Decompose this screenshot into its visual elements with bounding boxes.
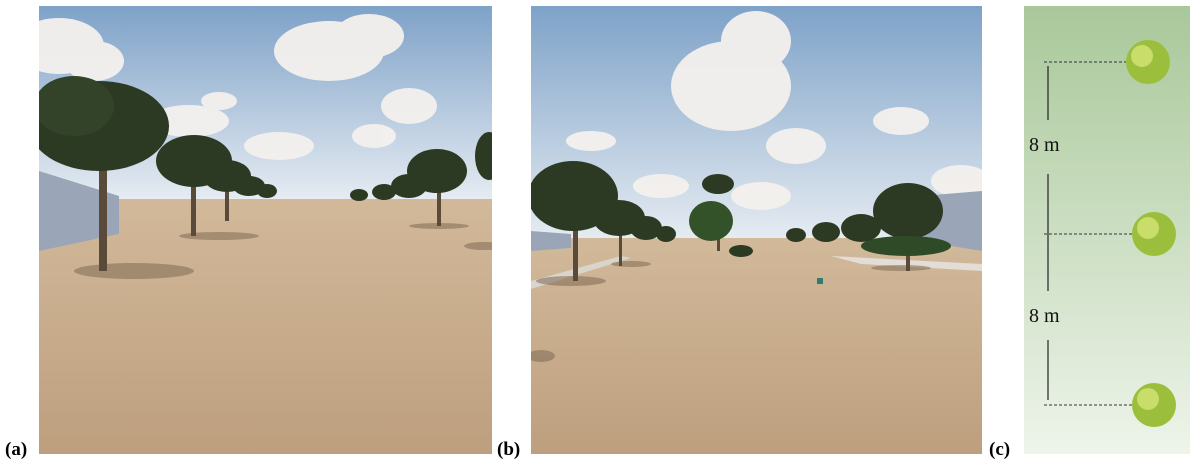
shrub-bottom: [1132, 383, 1176, 427]
panel-label-b: (b): [497, 439, 521, 460]
shadows: [531, 261, 931, 362]
shrub-middle: [1132, 212, 1176, 256]
spacing-label-lower: 8 m: [1029, 305, 1060, 327]
render-b-scene: [531, 6, 982, 454]
render-a-scene: [39, 6, 492, 454]
render-panel-b: [531, 6, 982, 454]
spacing-label-upper: 8 m: [1029, 134, 1060, 156]
tree-row-right: [350, 132, 492, 226]
tree-row-right: [786, 183, 951, 271]
ground: [531, 238, 982, 454]
panel-label-c: (c): [989, 439, 1011, 460]
clouds: [566, 11, 982, 210]
tree-row-left: [39, 76, 277, 271]
render-panel-a: [39, 6, 492, 454]
shrub-top: [1126, 40, 1170, 84]
clouds: [39, 14, 437, 160]
center-trees: [689, 174, 823, 284]
plan-c-diagram: [1024, 6, 1190, 454]
plan-panel-c: 8 m 8 m: [1024, 6, 1190, 454]
building-left: [531, 231, 571, 251]
dashed-guides: [1044, 61, 1144, 406]
ground: [39, 199, 492, 454]
tree-row-left: [531, 161, 676, 281]
panel-label-a: (a): [5, 439, 28, 460]
